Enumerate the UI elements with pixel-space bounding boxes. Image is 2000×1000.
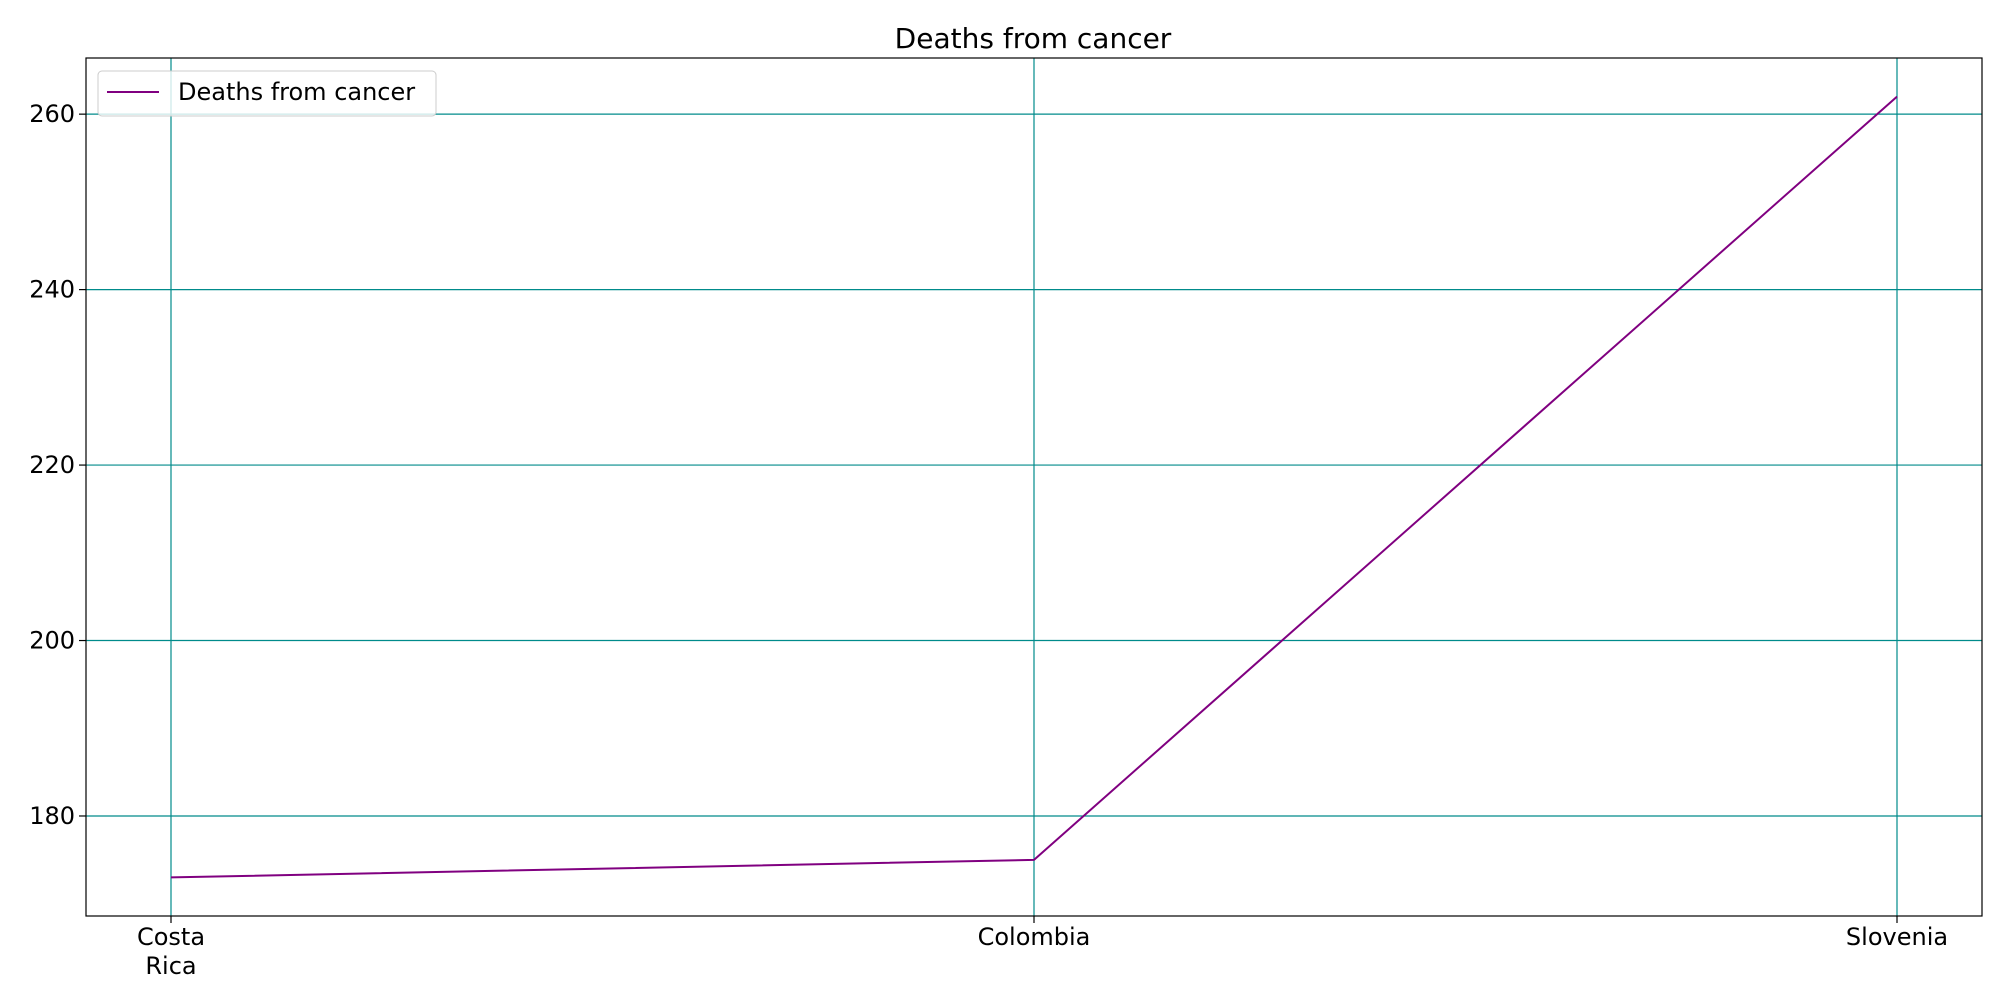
legend-box	[97, 70, 437, 117]
ytick-label-180: 180	[29, 802, 75, 830]
ytick-label-200: 200	[29, 627, 75, 655]
xtick-label-slovenia: Slovenia	[1846, 923, 1948, 951]
chart-title: Deaths from cancer	[895, 22, 1172, 55]
legend: Deaths from cancer	[97, 70, 437, 117]
y-axis-ticks: 180 200 220 240 260	[29, 100, 86, 830]
series-layer	[170, 95, 1898, 879]
xtick-label-costa-rica: Costa Rica	[137, 923, 205, 980]
ytick-label-220: 220	[29, 451, 75, 479]
xtick-label-colombia: Colombia	[978, 923, 1091, 951]
legend-label-deaths-from-cancer: Deaths from cancer	[178, 78, 415, 106]
ytick-label-240: 240	[29, 276, 75, 304]
x-axis-ticks: Costa Rica Colombia Slovenia	[137, 916, 1948, 980]
ytick-label-260: 260	[29, 100, 75, 128]
